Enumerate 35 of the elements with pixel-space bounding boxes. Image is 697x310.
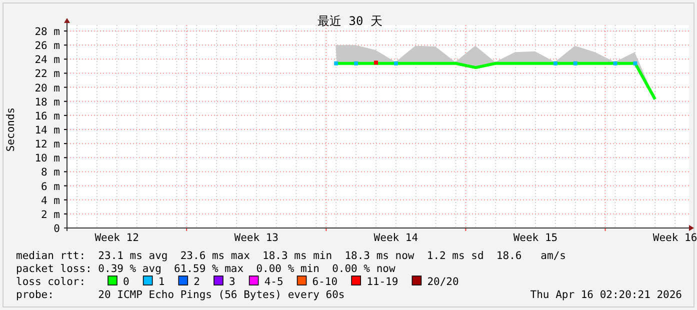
y-tick-label: 20 m [34, 82, 60, 94]
y-tick-label: 22 m [34, 68, 60, 80]
y-tick-label: 24 m [34, 54, 60, 66]
text: Thu Apr 16 02:20:21 2026 [530, 289, 682, 301]
y-tick-label: 10 m [34, 152, 60, 165]
legend-label: 11-19 [366, 276, 398, 288]
text: median rtt: 23.1 ms avg 23.6 ms max 18.3 ms min 18.3 ms now 1.2 ms sd 18.6 am/s [16, 250, 566, 262]
y-tick-label: 0 [54, 223, 60, 235]
y-tick-label: 4 m [41, 194, 60, 207]
y-tick-label: 28 m [34, 26, 60, 38]
y-tick-label: 16 m [34, 110, 60, 122]
x-tick-label: Week 15 [513, 232, 558, 244]
chart-title: 最近 30 天 [318, 14, 382, 28]
x-tick-label: Week 16 [652, 232, 697, 244]
y-tick-label: 2 m [41, 208, 60, 221]
x-tick-label: Week 12 [94, 232, 139, 244]
x-tick-label: Week 14 [374, 232, 418, 244]
y-tick-label: 18 m [34, 96, 60, 108]
y-tick-label: 26 m [34, 40, 60, 52]
text: packet loss: 0.39 % avg 61.59 % max 0.00 % min 0.00 % now [16, 263, 396, 275]
y-tick-label: 6 m [41, 180, 60, 193]
legend-label: 4-5 [264, 276, 284, 288]
y-tick-label: 14 m [34, 124, 60, 136]
legend-label: 1 [158, 276, 165, 288]
legend-label: 0 [123, 276, 130, 288]
y-tick-label: 12 m [34, 138, 60, 151]
y-axis-title: Seconds [5, 107, 17, 152]
legend-label: 6-10 [312, 276, 338, 288]
legend-label: 2 [194, 276, 200, 288]
legend-title: loss color: [16, 276, 86, 288]
text: probe: 20 ICMP Echo Pings (56 Bytes) every 60s [16, 289, 345, 301]
legend-label: 20/20 [427, 276, 459, 288]
legend-label: 3 [228, 276, 236, 288]
y-tick-label: 8 m [41, 166, 60, 179]
x-tick-label: Week 13 [234, 232, 279, 244]
